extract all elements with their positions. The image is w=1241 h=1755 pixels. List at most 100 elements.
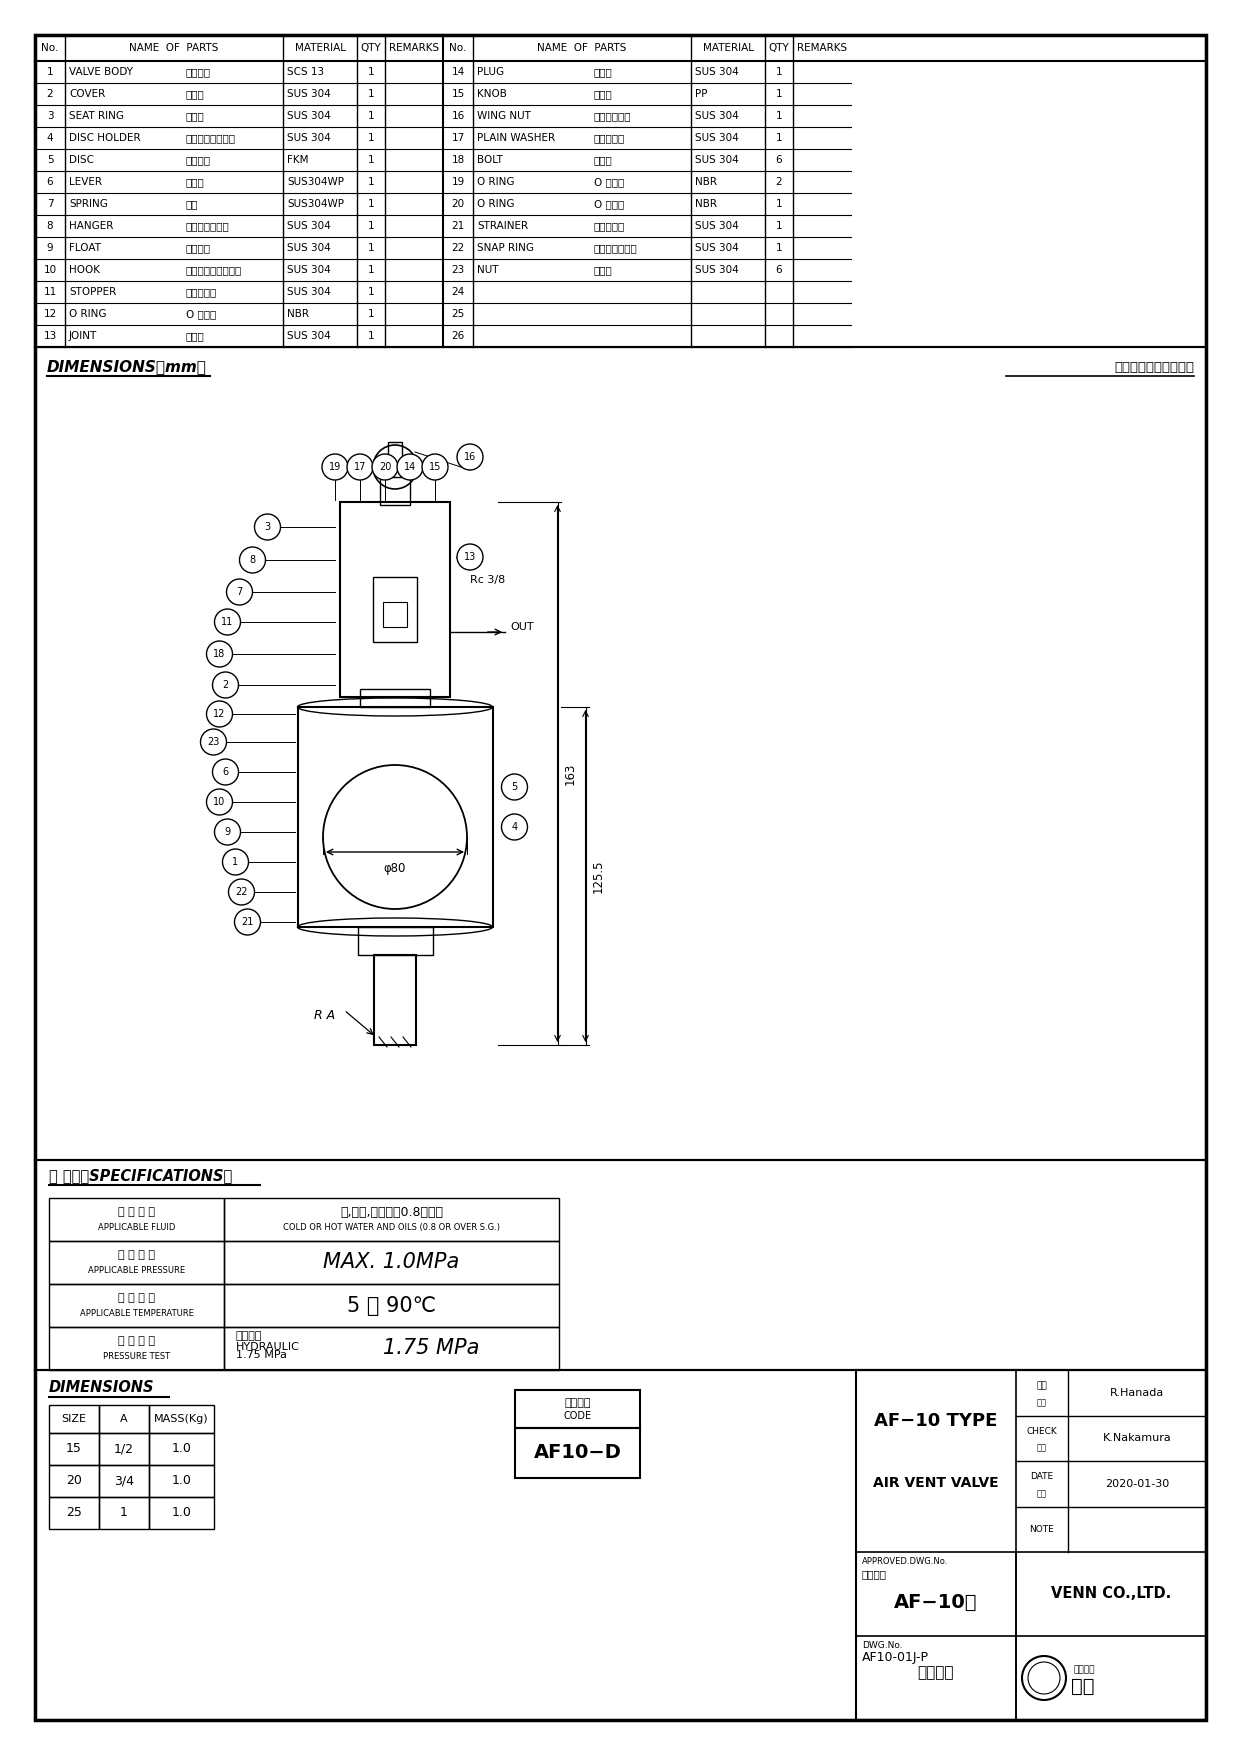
Text: R.Hanada: R.Hanada (1109, 1388, 1164, 1397)
Text: 2: 2 (47, 90, 53, 98)
Text: 1: 1 (367, 265, 375, 276)
Bar (388, 442, 402, 469)
Text: SUS 304: SUS 304 (695, 133, 738, 142)
Text: 11: 11 (43, 288, 57, 297)
Bar (374, 577, 417, 642)
Bar (383, 602, 407, 627)
Text: MATERIAL: MATERIAL (702, 44, 753, 53)
Circle shape (212, 672, 238, 698)
Text: 表図: 表図 (1037, 1399, 1047, 1408)
Text: 8: 8 (249, 555, 256, 565)
Text: STRAINER: STRAINER (477, 221, 529, 232)
Text: 水道法性能基準適合品: 水道法性能基準適合品 (1114, 360, 1194, 374)
Text: SUS 304: SUS 304 (287, 332, 331, 340)
Text: 1: 1 (367, 67, 375, 77)
Text: VALVE BODY: VALVE BODY (69, 67, 133, 77)
Text: 17: 17 (452, 133, 464, 142)
Text: SIZE: SIZE (62, 1415, 87, 1423)
Text: 1: 1 (776, 242, 782, 253)
Text: QTY: QTY (361, 44, 381, 53)
Text: 19: 19 (329, 462, 341, 472)
Text: DWG.No.: DWG.No. (862, 1641, 902, 1650)
Text: φ80: φ80 (383, 862, 406, 876)
Text: 16: 16 (452, 111, 464, 121)
Text: SUS 304: SUS 304 (287, 133, 331, 142)
Text: LEVER: LEVER (69, 177, 102, 188)
Text: APPLICABLE FLUID: APPLICABLE FLUID (98, 1223, 175, 1232)
Text: KNOB: KNOB (477, 90, 506, 98)
Text: 3: 3 (264, 521, 271, 532)
Text: SUS 304: SUS 304 (287, 90, 331, 98)
Text: 1: 1 (232, 856, 238, 867)
Text: REMARKS: REMARKS (388, 44, 439, 53)
Text: SCS 13: SCS 13 (287, 67, 324, 77)
Text: ボルト: ボルト (594, 154, 613, 165)
Text: FLOAT: FLOAT (69, 242, 101, 253)
Text: DIMENSIONS（mm）: DIMENSIONS（mm） (47, 360, 207, 374)
Text: SUS 304: SUS 304 (695, 154, 738, 165)
Bar (99, 1497, 149, 1529)
Text: JOINT: JOINT (69, 332, 97, 340)
Circle shape (212, 758, 238, 784)
Circle shape (501, 814, 527, 841)
Text: 製図: 製図 (1036, 1381, 1047, 1390)
Text: 21: 21 (452, 221, 464, 232)
Bar (223, 1241, 558, 1285)
Bar (35, 1160, 1206, 1371)
Text: 26: 26 (452, 332, 464, 340)
Text: COLD OR HOT WATER AND OILS (0.8 OR OVER S.G.): COLD OR HOT WATER AND OILS (0.8 OR OVER … (283, 1223, 500, 1232)
Text: AF−10型: AF−10型 (895, 1594, 978, 1611)
Text: 14: 14 (403, 462, 416, 472)
Text: COVER: COVER (69, 90, 105, 98)
Text: チョウナット: チョウナット (594, 111, 632, 121)
Text: SUS 304: SUS 304 (287, 242, 331, 253)
Bar (360, 690, 429, 707)
Text: SUS 304: SUS 304 (287, 288, 331, 297)
Text: A: A (120, 1415, 128, 1423)
Text: 3/4: 3/4 (114, 1474, 134, 1488)
Text: APPLICABLE TEMPERATURE: APPLICABLE TEMPERATURE (79, 1309, 194, 1318)
Text: 水圧にて
HYDRAULIC: 水圧にて HYDRAULIC (236, 1330, 300, 1353)
Circle shape (347, 455, 374, 481)
Bar (35, 35, 1206, 347)
Text: DISC HOLDER: DISC HOLDER (69, 133, 140, 142)
Bar (99, 1406, 149, 1434)
Text: SUS 304: SUS 304 (695, 221, 738, 232)
Text: AF−10 TYPE: AF−10 TYPE (875, 1413, 998, 1430)
Text: AIR VENT VALVE: AIR VENT VALVE (874, 1476, 999, 1490)
Text: ストッパー: ストッパー (186, 288, 217, 297)
Text: O リング: O リング (594, 177, 624, 188)
Bar (223, 1327, 558, 1371)
Text: 25: 25 (452, 309, 464, 319)
Text: 20: 20 (379, 462, 391, 472)
Text: 2: 2 (222, 679, 228, 690)
Text: 6: 6 (776, 265, 782, 276)
Bar (149, 1465, 213, 1497)
Bar (48, 1465, 99, 1497)
Text: 163: 163 (563, 762, 577, 784)
Text: 6: 6 (222, 767, 228, 777)
Text: 10: 10 (213, 797, 226, 807)
Circle shape (397, 455, 423, 481)
Text: 1/2: 1/2 (114, 1443, 134, 1455)
Text: スナップリング: スナップリング (594, 242, 638, 253)
Circle shape (206, 700, 232, 727)
Text: 1: 1 (776, 221, 782, 232)
Text: 流 体 温 度: 流 体 温 度 (118, 1293, 155, 1304)
Text: 19: 19 (452, 177, 464, 188)
Bar (99, 1465, 149, 1497)
Text: 125.5: 125.5 (592, 860, 604, 893)
Text: Rc 3/8: Rc 3/8 (470, 576, 505, 584)
Text: ディスク: ディスク (186, 154, 211, 165)
Text: 1: 1 (120, 1506, 128, 1520)
Bar (380, 477, 410, 505)
Text: ヒラザガネ: ヒラザガネ (594, 133, 625, 142)
Text: 6: 6 (776, 154, 782, 165)
Text: 適 用 流 体: 適 用 流 体 (118, 1207, 155, 1218)
Text: CODE: CODE (563, 1411, 592, 1422)
Text: 日付: 日付 (1037, 1490, 1047, 1499)
Text: バネ: バネ (186, 198, 199, 209)
Bar (340, 502, 450, 697)
Text: 7: 7 (47, 198, 53, 209)
Text: 1: 1 (367, 90, 375, 98)
